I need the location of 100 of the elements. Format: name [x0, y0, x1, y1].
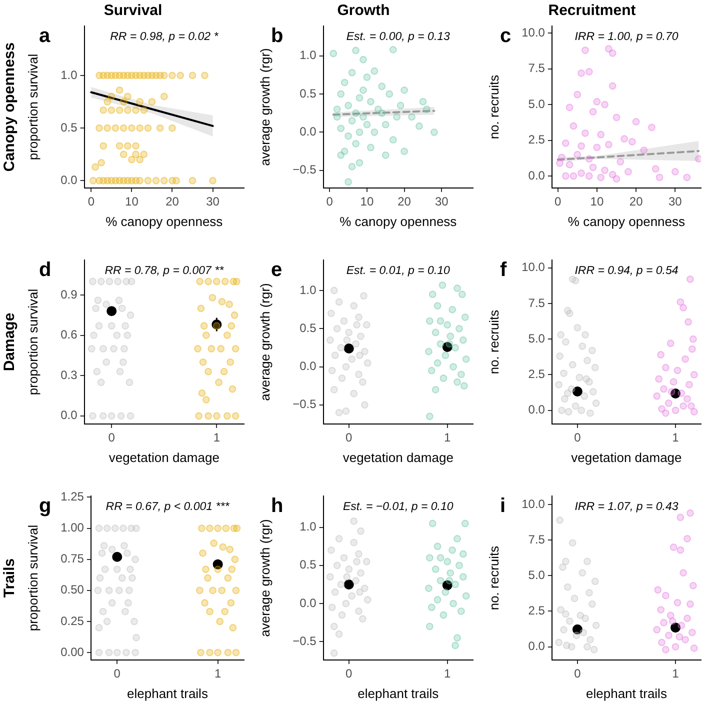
point — [457, 607, 465, 615]
point — [232, 412, 240, 420]
point — [566, 160, 574, 168]
point — [112, 552, 122, 562]
point — [389, 136, 397, 144]
x-tick-label: 0 — [346, 430, 353, 445]
point — [345, 328, 353, 336]
x-axis-title: % canopy openness — [568, 214, 686, 229]
point — [219, 543, 227, 551]
point — [355, 370, 362, 378]
point — [683, 174, 691, 182]
point — [586, 589, 593, 596]
point — [444, 558, 452, 566]
point — [221, 608, 229, 616]
point — [662, 646, 670, 654]
point — [196, 278, 204, 286]
x-tick-label: 0 — [88, 194, 95, 209]
y-tick-label: 7.5 — [528, 296, 546, 310]
point — [356, 588, 364, 596]
point — [462, 592, 470, 600]
point — [570, 122, 578, 130]
point — [672, 406, 680, 414]
point — [676, 514, 684, 522]
point — [382, 120, 390, 128]
text: g — [39, 495, 52, 517]
text: Canopy openness — [1, 42, 18, 172]
point — [337, 151, 345, 159]
point — [424, 348, 432, 356]
point — [130, 618, 138, 626]
point — [590, 646, 598, 654]
point — [360, 584, 368, 592]
point — [428, 520, 436, 528]
point — [357, 332, 364, 340]
point — [198, 524, 206, 532]
point — [428, 604, 436, 612]
point — [676, 546, 684, 554]
point — [218, 298, 226, 306]
point — [566, 310, 574, 318]
point — [560, 626, 568, 634]
point — [345, 566, 353, 573]
point — [584, 643, 591, 650]
point — [224, 648, 232, 656]
point — [592, 622, 600, 630]
point — [108, 412, 116, 420]
point — [340, 78, 348, 86]
point — [687, 402, 695, 410]
point — [199, 358, 207, 366]
point — [231, 556, 239, 564]
point — [120, 542, 128, 550]
y-axis-title: no. recruits — [486, 74, 502, 140]
y-axis-title: average growth (rgr) — [257, 519, 272, 637]
point — [689, 582, 697, 590]
point — [337, 344, 345, 352]
point — [110, 345, 118, 352]
point — [678, 390, 686, 397]
point — [338, 611, 346, 619]
point — [348, 117, 356, 124]
point — [206, 524, 214, 532]
point — [648, 124, 656, 132]
point — [416, 122, 423, 130]
point — [574, 150, 582, 158]
point — [555, 380, 563, 388]
point — [101, 566, 109, 574]
point — [662, 364, 670, 372]
point — [201, 599, 208, 607]
point — [589, 108, 597, 116]
point — [674, 598, 682, 606]
y-tick-label: 1.00 — [60, 520, 84, 535]
point — [95, 322, 103, 330]
y-tick-label: 0.0 — [60, 172, 78, 187]
point — [122, 648, 130, 656]
chart-subtitle: Est. = −0.01, p = 0.10 — [342, 501, 454, 513]
y-tick-label: 0.25 — [60, 614, 84, 628]
point — [326, 573, 334, 581]
x-tick-label: 0 — [108, 430, 116, 445]
point — [582, 129, 589, 137]
point — [578, 342, 586, 350]
text: h — [271, 495, 284, 517]
point — [114, 278, 122, 286]
point — [576, 374, 584, 382]
point — [446, 569, 454, 577]
text: b — [271, 25, 284, 47]
point — [588, 600, 596, 608]
y-tick-label: 1.0 — [300, 282, 317, 297]
text: Damage — [1, 312, 18, 372]
point — [454, 535, 461, 542]
point — [562, 338, 570, 346]
y-tick-label: −0.5 — [292, 634, 317, 648]
point — [122, 322, 129, 330]
point — [454, 378, 461, 386]
point — [682, 355, 690, 363]
point — [108, 599, 116, 607]
point — [662, 409, 670, 417]
point — [208, 345, 216, 352]
chart-subtitle: RR = 0.98, p = 0.02 * — [110, 31, 219, 43]
point — [436, 340, 444, 348]
point — [597, 174, 605, 182]
x-tick-label: 10 — [125, 194, 139, 209]
point — [119, 358, 127, 366]
x-tick-label: 20 — [166, 194, 180, 209]
